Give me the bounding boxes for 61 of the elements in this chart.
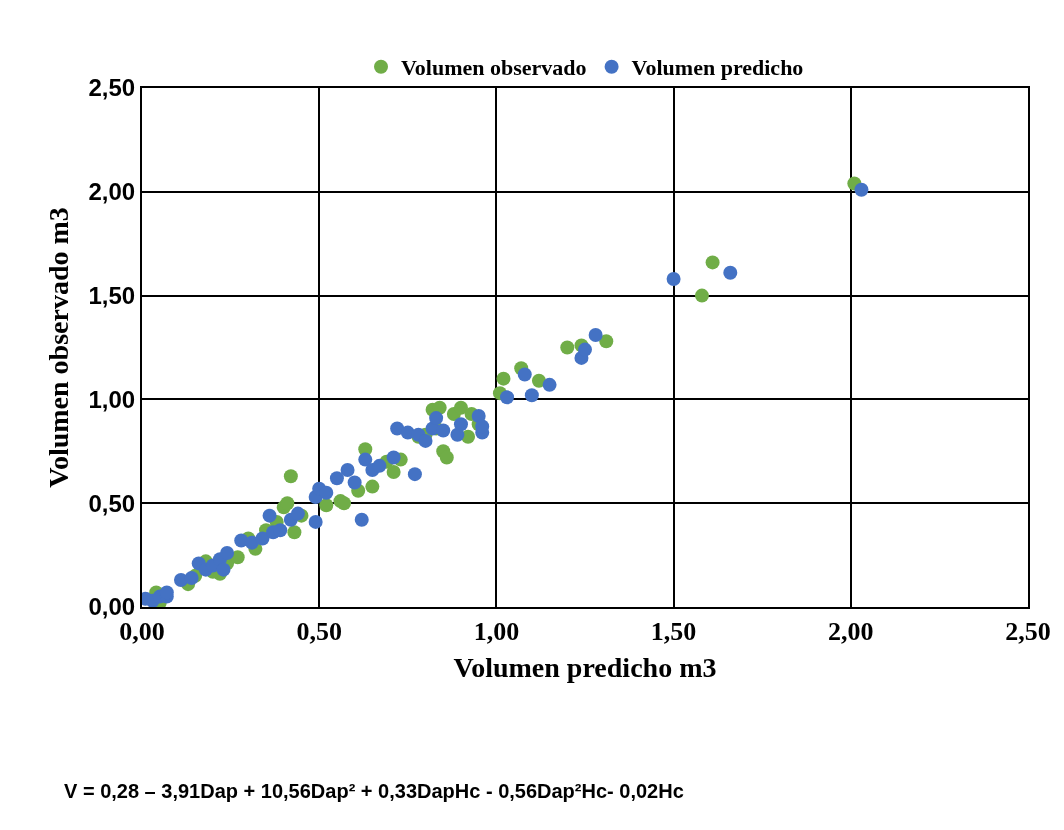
point [220,546,235,561]
x-axis-title: Volumen predicho m3 [453,651,717,683]
y-tick-label: 2,00 [88,178,136,206]
point [230,550,245,565]
y-tick-label: 1,00 [88,385,136,413]
x-tick-label: 2,00 [828,617,874,647]
x-tick-label: 1,00 [473,617,520,647]
point [500,390,515,405]
point [599,334,614,349]
point [453,400,468,415]
point [705,255,720,270]
point [340,462,355,477]
point [578,342,592,357]
point [273,523,288,538]
point [407,467,422,482]
y-tick-label: 0,50 [88,489,136,517]
point [365,479,380,494]
point [287,525,302,540]
point [283,469,298,484]
point [560,340,575,355]
point [244,535,259,550]
point [588,328,603,343]
point [524,388,539,403]
point [262,508,277,523]
point [329,471,344,486]
x-tick-label: 0,50 [296,617,342,647]
point [439,450,454,465]
point [280,496,295,511]
point [354,512,369,527]
point [347,475,362,490]
point [436,423,451,438]
point [531,373,546,388]
point [666,271,681,286]
text: V = 0,28 – 3,91Dap + 10,56Dap² + 0,33DapHc - 0,56Dap²Hc- 0,02Hc [64,780,684,802]
x-tick-label: 2,50 [1005,617,1051,647]
y-tick-label: 2,50 [88,74,136,102]
legend-label: Volumen predicho [631,55,804,81]
point [319,498,334,513]
point [255,531,270,546]
point [372,458,387,473]
point [216,562,231,577]
point [184,570,199,585]
point [723,265,738,280]
x-tick-label: 1,50 [650,617,697,647]
point [308,514,323,529]
y-tick-label: 1,50 [88,282,136,309]
point [358,452,373,467]
point [337,496,352,511]
point [542,377,557,392]
point [290,506,305,521]
point [496,371,511,386]
legend-label: Volumen observado [401,55,587,81]
point [386,465,401,480]
point [453,417,468,432]
point [694,288,709,303]
y-axis-title: Volumen observado m3 [42,207,74,488]
point [854,182,869,197]
point [517,367,532,382]
point [429,411,444,426]
point [386,450,401,465]
point [418,433,433,448]
